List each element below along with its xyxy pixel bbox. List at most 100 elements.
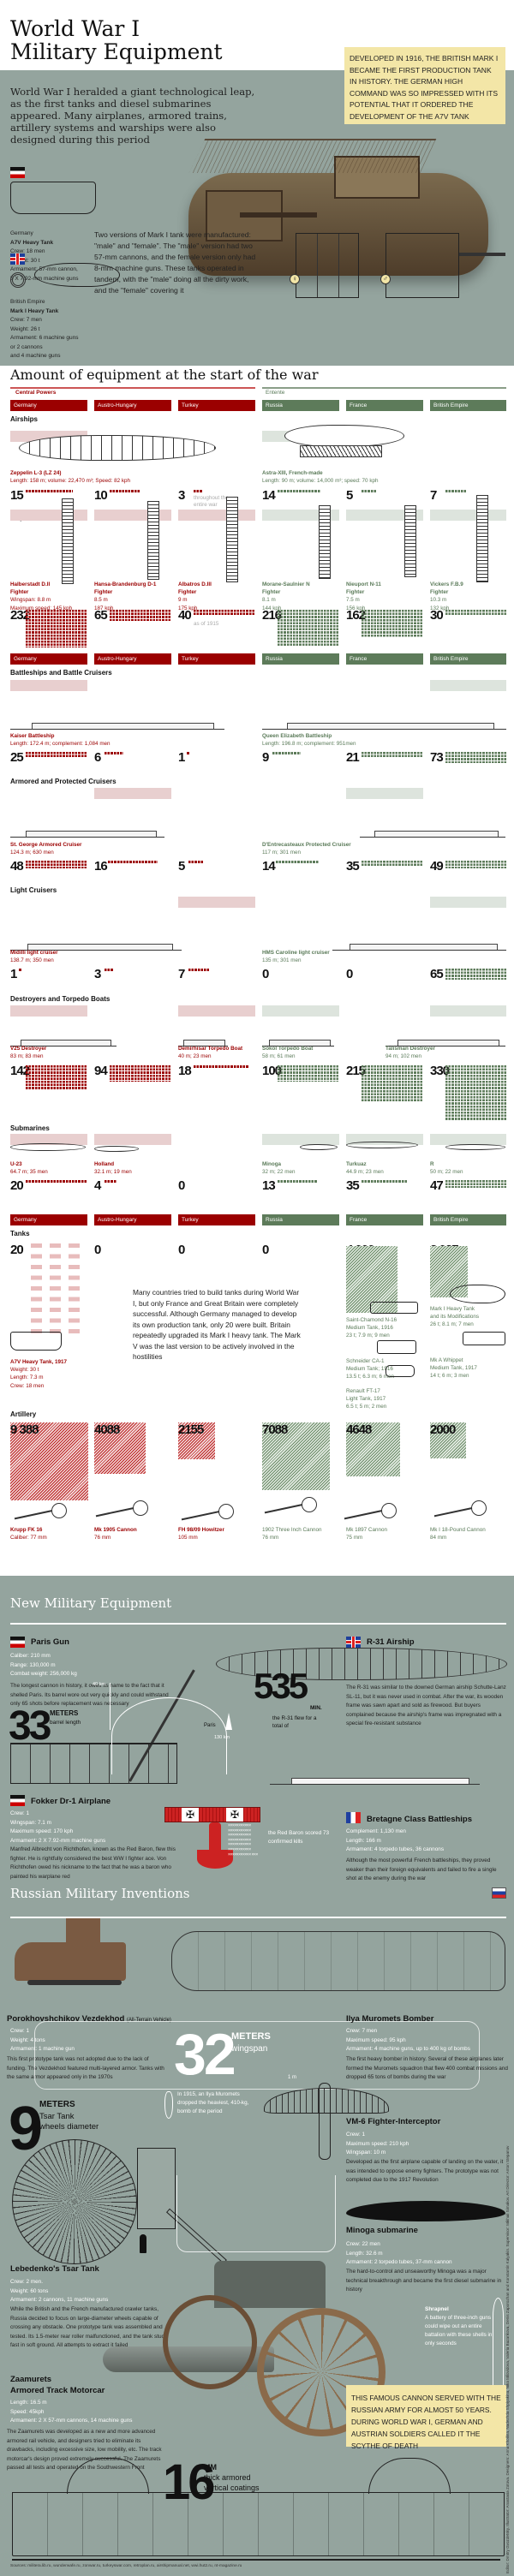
count-tanks-russia: 0	[262, 1243, 269, 1257]
dots-airplanes-france	[362, 610, 423, 637]
r31-title: R-31 Airship	[367, 1637, 415, 1647]
kills-crosses: ××××××××××× ××××××××××× ××××××××××× ××××…	[228, 1824, 258, 1857]
tsar-tank-title: Lebedenko's Tsar Tank	[10, 2264, 99, 2274]
paris-label: Paris	[204, 1723, 216, 1728]
red-baron-kills-note: the Red Baron scored 73 confirmed kills	[268, 1830, 330, 1845]
band	[10, 1005, 87, 1017]
count-subs-france: 35	[346, 1178, 360, 1193]
midilli-label: Midilli light cruiser 138.7 m; 350 men	[10, 950, 58, 964]
count-artillery-british: 2000	[430, 1422, 456, 1437]
destroyers-heading: Destroyers and Torpedo Boats	[10, 995, 111, 1003]
new-equipment-section: New Military Equipment Paris Gun Caliber…	[0, 1576, 514, 2576]
muromets-title: Ilya Muromets Bomber	[346, 2014, 434, 2024]
zaamurets-specs: Length: 16.5 m Speed: 45kph Armament: 2 X …	[10, 2400, 133, 2424]
mark-i-callout: Developed in 1916, the British Mark I be…	[344, 47, 505, 124]
tab-turkey-2: Turkey	[178, 653, 255, 665]
hatch-artillery-austro-hungary	[94, 1422, 146, 1474]
vm6-title: VM-6 Fighter-Interceptor	[346, 2117, 441, 2126]
hatch-artillery-british	[430, 1422, 466, 1458]
dots	[19, 969, 21, 971]
a7v-1917-label: A7V Heavy Tank, 1917 Weight: 30 t Length…	[10, 1359, 68, 1389]
russia-flag-icon	[492, 1887, 506, 1899]
dots	[26, 1065, 87, 1090]
dots	[278, 1065, 339, 1082]
count-airships-germany: 15	[10, 488, 24, 503]
count-subs-turkey: 0	[178, 1178, 185, 1193]
count-battleships-british: 73	[430, 750, 444, 765]
tab-russia-2: Russia	[262, 653, 339, 665]
dots-airplanes-russia	[278, 610, 339, 646]
count-cruisers-russia: 14	[262, 859, 276, 874]
18-pound-cannon-icon	[471, 1500, 487, 1516]
airships-heading: Airships	[10, 415, 39, 423]
tab-austro-hungary-2: Austro-Hungary	[94, 653, 171, 665]
schneider-label: Schneider CA-1 Medium Tank; 1916 13.5 t; 6…	[346, 1358, 395, 1380]
count-cruisers-germany: 48	[10, 859, 24, 874]
count-battleships-russia: 9	[262, 750, 269, 765]
band	[178, 510, 255, 521]
count-subs-russia: 13	[262, 1178, 276, 1193]
tsar-tank-description: While the British and the French manufac…	[10, 2306, 167, 2348]
fh98-howitzer-icon	[218, 1504, 234, 1519]
holland-label: Holland 32.1 m; 19 men	[94, 1161, 132, 1176]
count-destroyers-france: 215	[346, 1064, 366, 1078]
count-airplanes-germany: 232	[10, 608, 30, 623]
tab-turkey-3: Turkey	[178, 1214, 255, 1225]
trajectory-axis	[110, 1683, 111, 1730]
submarines-heading: Submarines	[10, 1124, 50, 1132]
germany-flag-icon	[10, 1637, 25, 1648]
count-artillery-austro-hungary: 4088	[94, 1422, 120, 1437]
count-airplanes-british: 30	[430, 608, 444, 623]
muromets-big-number: 32	[174, 2022, 236, 2087]
renault-ft17-illustration	[386, 1365, 415, 1377]
caroline-label: HMS Caroline light cruiser 135 m; 301 men	[262, 950, 330, 964]
shrapnel-shell-icon	[493, 2298, 504, 2390]
count-destroyers-germany: 142	[10, 1064, 30, 1078]
divider	[10, 1623, 506, 1625]
dots-airships-turkey	[194, 490, 203, 492]
vm6-specs: Crew: 1 Maximum speed: 210 kph Wingspan: 1…	[346, 2132, 409, 2156]
halberstadt-illustration	[62, 498, 74, 584]
hansa-brandenburg-illustration	[147, 501, 159, 580]
tank-icons-grid-germany	[31, 1243, 87, 1333]
count-destroyers-turkey: 18	[178, 1064, 192, 1078]
tab-france-2: France	[346, 653, 423, 665]
zaamurets-rail-car-illustration	[12, 2492, 505, 2556]
dots-airplanes-austro-hungary	[110, 610, 171, 621]
band	[430, 510, 506, 521]
muromets-unit-label: wingspan	[231, 2044, 268, 2054]
tanks-description: Many countries tried to build tanks duri…	[133, 1288, 301, 1361]
vm6-fuselage	[319, 2083, 331, 2160]
dots	[105, 752, 123, 754]
vezdekhod-description: This first prototype tank was not adopte…	[7, 2056, 164, 2080]
renault-label: Renault FT-17 Light Tank, 1917 6.5 t; 5 m;…	[346, 1388, 387, 1410]
fokker-description: Manfred Albrecht von Richthofen, known a…	[10, 1846, 176, 1880]
zaamurets-description: The Zaamurets was developed as a new and…	[7, 2429, 162, 2471]
tab-turkey: Turkey	[178, 400, 255, 411]
r-label: R 50 m; 22 men	[430, 1161, 463, 1176]
dots-airships-russia	[278, 490, 320, 492]
krupp-label: Krupp FK 16 Caliber: 77 mm	[10, 1527, 47, 1541]
airplane-label-france: Nieuport N-11 Fighter 7.5 m 156 kph	[346, 581, 381, 611]
zaamurets-unit-label: thick armored vertical coatings	[204, 2473, 260, 2492]
cruisers-heading: Armored and Protected Cruisers	[10, 778, 117, 785]
hatch-artillery-russia	[262, 1422, 330, 1490]
shrapnel-description: A battery of three-inch guns could wipe …	[425, 2315, 493, 2346]
band	[10, 510, 87, 521]
paris-gun-title: Paris Gun	[31, 1637, 69, 1647]
iron-cross-icon: ✠	[182, 1808, 199, 1822]
v25-label: V25 Destroyer 83 m; 83 men	[10, 1046, 47, 1060]
hero-section: World War I heralded a giant technologic…	[0, 47, 514, 366]
whippet-illustration	[463, 1332, 505, 1345]
fh98-label: FH 98/09 Howitzer 105 mm	[178, 1527, 224, 1541]
mark-i-tank-illustration	[171, 139, 497, 284]
zaamurets-turret-right	[368, 2458, 451, 2494]
astra-airship-illustration	[284, 425, 404, 447]
dots	[445, 969, 507, 980]
r31-flight-label: the R-31 flew for a total of	[272, 1715, 317, 1729]
count-tanks-austro-hungary: 0	[94, 1243, 101, 1257]
russian-inventions-title: Russian Military Inventions	[10, 1886, 190, 1901]
dots	[188, 861, 204, 863]
eiffel-tower-icon	[225, 1713, 232, 1730]
count-airplanes-russia: 216	[262, 608, 282, 623]
